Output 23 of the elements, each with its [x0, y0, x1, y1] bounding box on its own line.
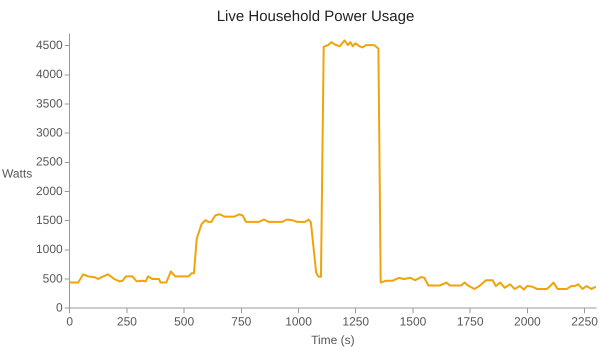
x-tick-label: 2000 — [514, 314, 542, 329]
y-tick-label: 0 — [56, 300, 64, 315]
chart-title: Live Household Power Usage — [216, 8, 414, 26]
y-tick-label: 2000 — [36, 184, 64, 198]
x-tick-label: 250 — [116, 314, 138, 329]
y-tick-label: 4000 — [36, 67, 64, 82]
x-tick-label: 1250 — [342, 314, 370, 329]
x-axis-title: Time (s) — [311, 333, 355, 348]
y-tick-label: 500 — [42, 271, 64, 286]
x-tick-label: 0 — [66, 314, 74, 329]
y-tick-label: 3500 — [36, 96, 64, 110]
y-tick-label: 3000 — [36, 125, 64, 140]
y-tick-label: 2500 — [36, 154, 64, 169]
x-tick-label: 750 — [231, 314, 252, 329]
y-tick-label: 1500 — [36, 213, 64, 227]
x-tick-label: 2250 — [571, 314, 598, 329]
y-tick-label: 1000 — [36, 242, 64, 256]
x-tick-label: 1500 — [400, 314, 427, 329]
x-tick-label: 500 — [174, 314, 194, 329]
x-tick-label: 1750 — [456, 314, 484, 329]
y-axis-title: Watts — [2, 166, 32, 180]
x-tick-label: 1000 — [285, 314, 312, 329]
y-tick-label: 4500 — [36, 38, 64, 52]
